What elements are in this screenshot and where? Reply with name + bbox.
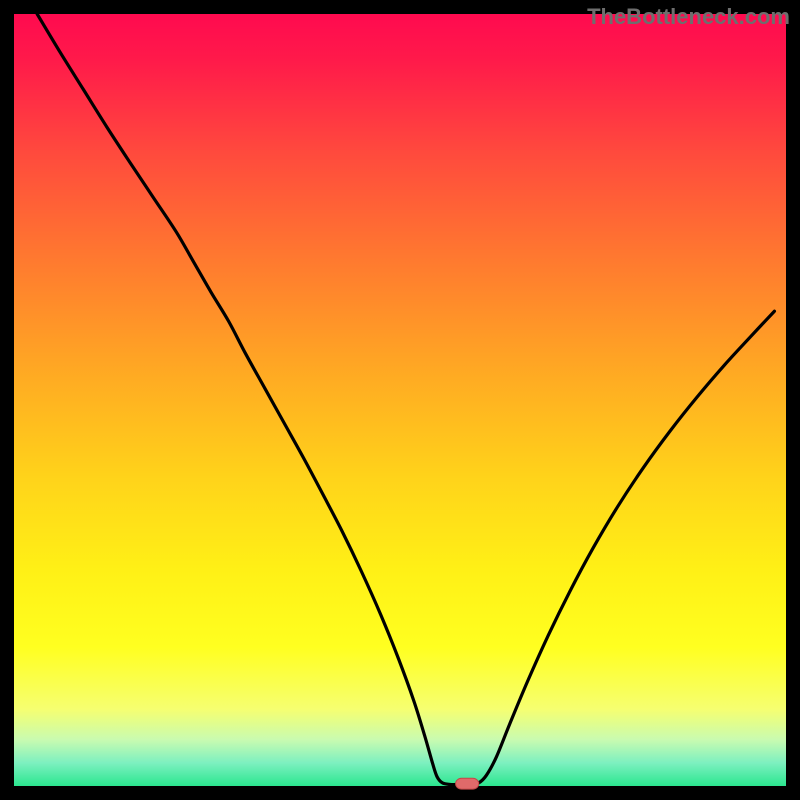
chart-container: TheBottleneck.com xyxy=(0,0,800,800)
bottleneck-chart xyxy=(0,0,800,800)
plot-area xyxy=(14,14,786,786)
watermark-text: TheBottleneck.com xyxy=(587,4,790,30)
optimal-marker xyxy=(456,778,479,789)
